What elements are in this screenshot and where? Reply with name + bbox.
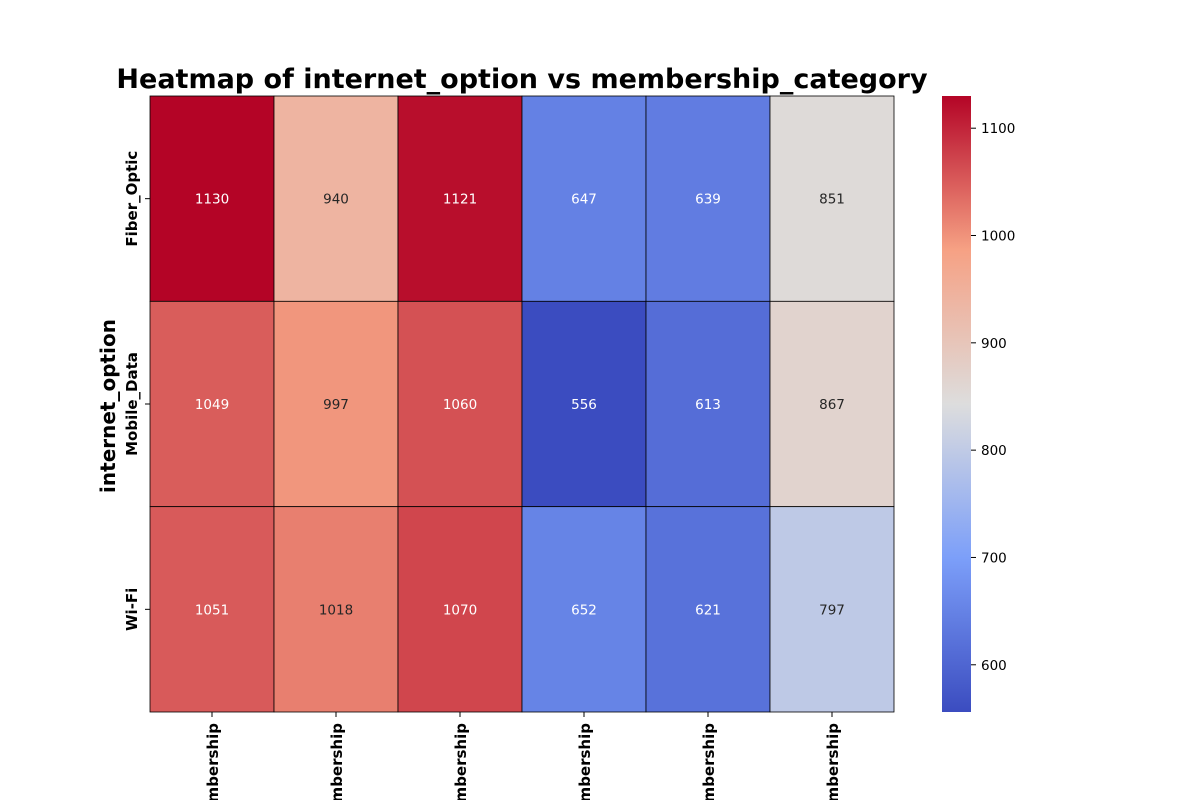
x-tick-label: mbership [452, 723, 470, 800]
cell-value-label: 1130 [195, 192, 229, 208]
x-tick-label: mbership [700, 723, 718, 800]
colorbar: 600 700 800 900 1000 1100 [942, 96, 1015, 712]
colorbar-tick-label: 900 [981, 336, 1007, 352]
x-tick-label: mbership [824, 723, 842, 800]
cell-value-label: 997 [323, 397, 349, 413]
cell-value-label: 797 [819, 602, 845, 618]
x-tick-label: mbership [328, 723, 346, 800]
cell-value-label: 1018 [319, 602, 353, 618]
cell-value-label: 647 [571, 192, 597, 208]
cell-value-label: 1060 [443, 397, 477, 413]
heatmap-cell [149, 300, 275, 508]
y-tick-label: Mobile_Data [123, 352, 141, 456]
colorbar-tick-label: 1100 [981, 121, 1015, 137]
cell-value-label: 556 [571, 397, 597, 413]
heatmap-cell [521, 300, 647, 508]
heatmap-cell [149, 506, 275, 713]
colorbar-tick-label: 700 [981, 550, 1007, 566]
cell-value-label: 639 [695, 192, 721, 208]
x-tick-label: mbership [204, 723, 222, 800]
cell-value-label: 1070 [443, 602, 477, 618]
cell-value-label: 851 [819, 192, 845, 208]
heatmap-cell [645, 95, 771, 302]
cell-value-label: 621 [695, 602, 721, 618]
heatmap-cell [273, 506, 399, 713]
colorbar-tick-label: 1000 [981, 229, 1015, 245]
y-tick-label: Wi-Fi [123, 588, 141, 631]
heatmap-cells: 1130 940 1121 647 639 851 1049 997 1060 556 613 867… [149, 95, 895, 713]
cell-value-label: 940 [323, 192, 349, 208]
cell-value-label: 652 [571, 602, 597, 618]
cell-value-label: 1049 [195, 397, 229, 413]
cell-value-label: 613 [695, 397, 721, 413]
x-tick-label: mbership [576, 723, 594, 800]
heatmap-cell [149, 95, 275, 302]
cell-value-label: 1051 [195, 602, 229, 618]
cell-value-label: 1121 [443, 192, 477, 208]
heatmap-cell [397, 506, 523, 713]
y-axis-label: internet_option [96, 319, 120, 493]
y-axis-ticks: Fiber_Optic Mobile_Data Wi-Fi [123, 151, 150, 631]
heatmap-cell [397, 95, 523, 302]
heatmap-cell [273, 300, 399, 508]
heatmap-cell [769, 300, 895, 508]
heatmap-cell [769, 95, 895, 302]
cell-value-label: 867 [819, 397, 845, 413]
y-tick-label: Fiber_Optic [123, 151, 141, 247]
colorbar-tick-label: 600 [981, 658, 1007, 674]
heatmap-cell [521, 506, 647, 713]
heatmap-cell [521, 95, 647, 302]
x-axis-ticks: mbership mbership mbership mbership mbership… [204, 712, 842, 802]
heatmap-cell [645, 506, 771, 713]
colorbar-tick-label: 800 [981, 443, 1007, 459]
colorbar-gradient [942, 96, 971, 712]
heatmap-cell [769, 506, 895, 713]
heatmap-cell [273, 95, 399, 302]
chart-title: Heatmap of internet_option vs membership… [116, 64, 928, 95]
